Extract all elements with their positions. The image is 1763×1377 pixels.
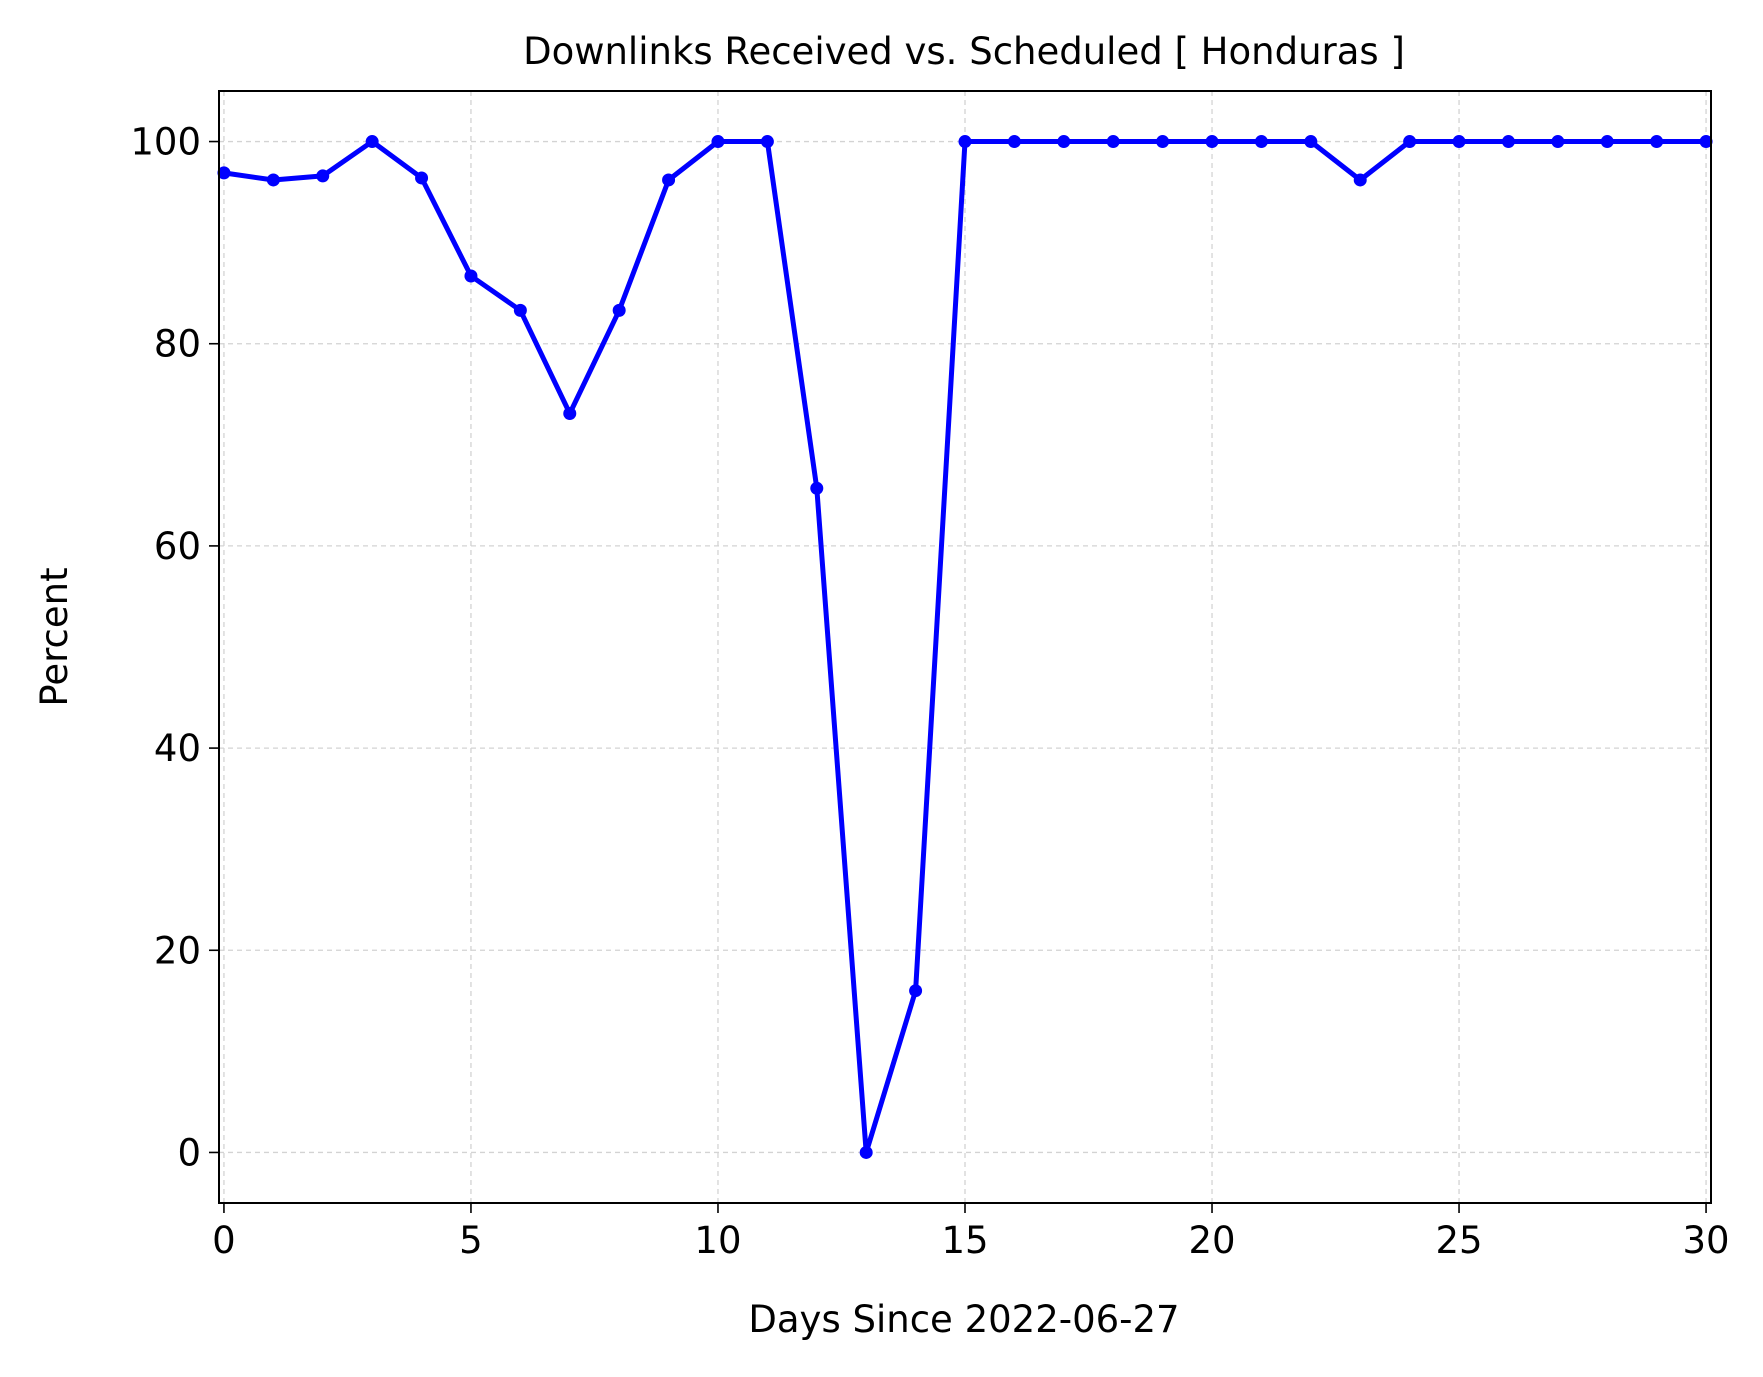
data-point (1156, 135, 1170, 149)
data-point (1650, 135, 1664, 149)
data-point (464, 269, 478, 283)
data-point (1254, 135, 1268, 149)
y-tick-label: 80 (154, 323, 201, 366)
x-tick-label: 5 (459, 1219, 483, 1262)
data-point (1205, 135, 1219, 149)
data-point (909, 984, 923, 998)
grid (219, 91, 1711, 1203)
data-point (958, 135, 972, 149)
data-point (1106, 135, 1120, 149)
data-point (563, 406, 577, 420)
y-tick-label: 60 (154, 525, 201, 568)
data-point (1551, 135, 1565, 149)
data-point (612, 303, 626, 317)
data-point (217, 166, 231, 180)
data-point (810, 481, 824, 495)
data-point (1600, 135, 1614, 149)
data-point (1007, 135, 1021, 149)
data-point (1452, 135, 1466, 149)
data-point (1403, 135, 1417, 149)
data-point (1353, 173, 1367, 187)
chart-title: Downlinks Received vs. Scheduled [ Hondu… (523, 30, 1405, 73)
data-point (711, 135, 725, 149)
data-point (760, 135, 774, 149)
x-tick-label: 10 (694, 1219, 741, 1262)
x-tick-label: 15 (941, 1219, 988, 1262)
y-tick-label: 0 (177, 1131, 201, 1174)
x-tick-label: 0 (212, 1219, 236, 1262)
data-point (365, 135, 379, 149)
data-point (1057, 135, 1071, 149)
x-tick-label: 30 (1683, 1219, 1730, 1262)
y-tick-label: 40 (154, 727, 201, 770)
y-axis-label: Percent (33, 567, 76, 706)
x-tick-label: 25 (1435, 1219, 1482, 1262)
data-point (1699, 135, 1713, 149)
x-axis-label: Days Since 2022-06-27 (748, 1298, 1179, 1341)
x-tick-label: 20 (1188, 1219, 1235, 1262)
data-point (662, 173, 676, 187)
data-point (415, 171, 429, 185)
data-point (859, 1145, 873, 1159)
series-layer (217, 135, 1713, 1159)
data-point (316, 169, 330, 183)
data-point (1501, 135, 1515, 149)
data-point (1304, 135, 1318, 149)
data-point (513, 303, 527, 317)
data-point (266, 173, 280, 187)
y-tick-label: 100 (130, 121, 201, 164)
axis-ticks: 0 5 10 15 20 25 30 0 20 40 60 80 100 (130, 121, 1729, 1262)
y-tick-label: 20 (154, 929, 201, 972)
